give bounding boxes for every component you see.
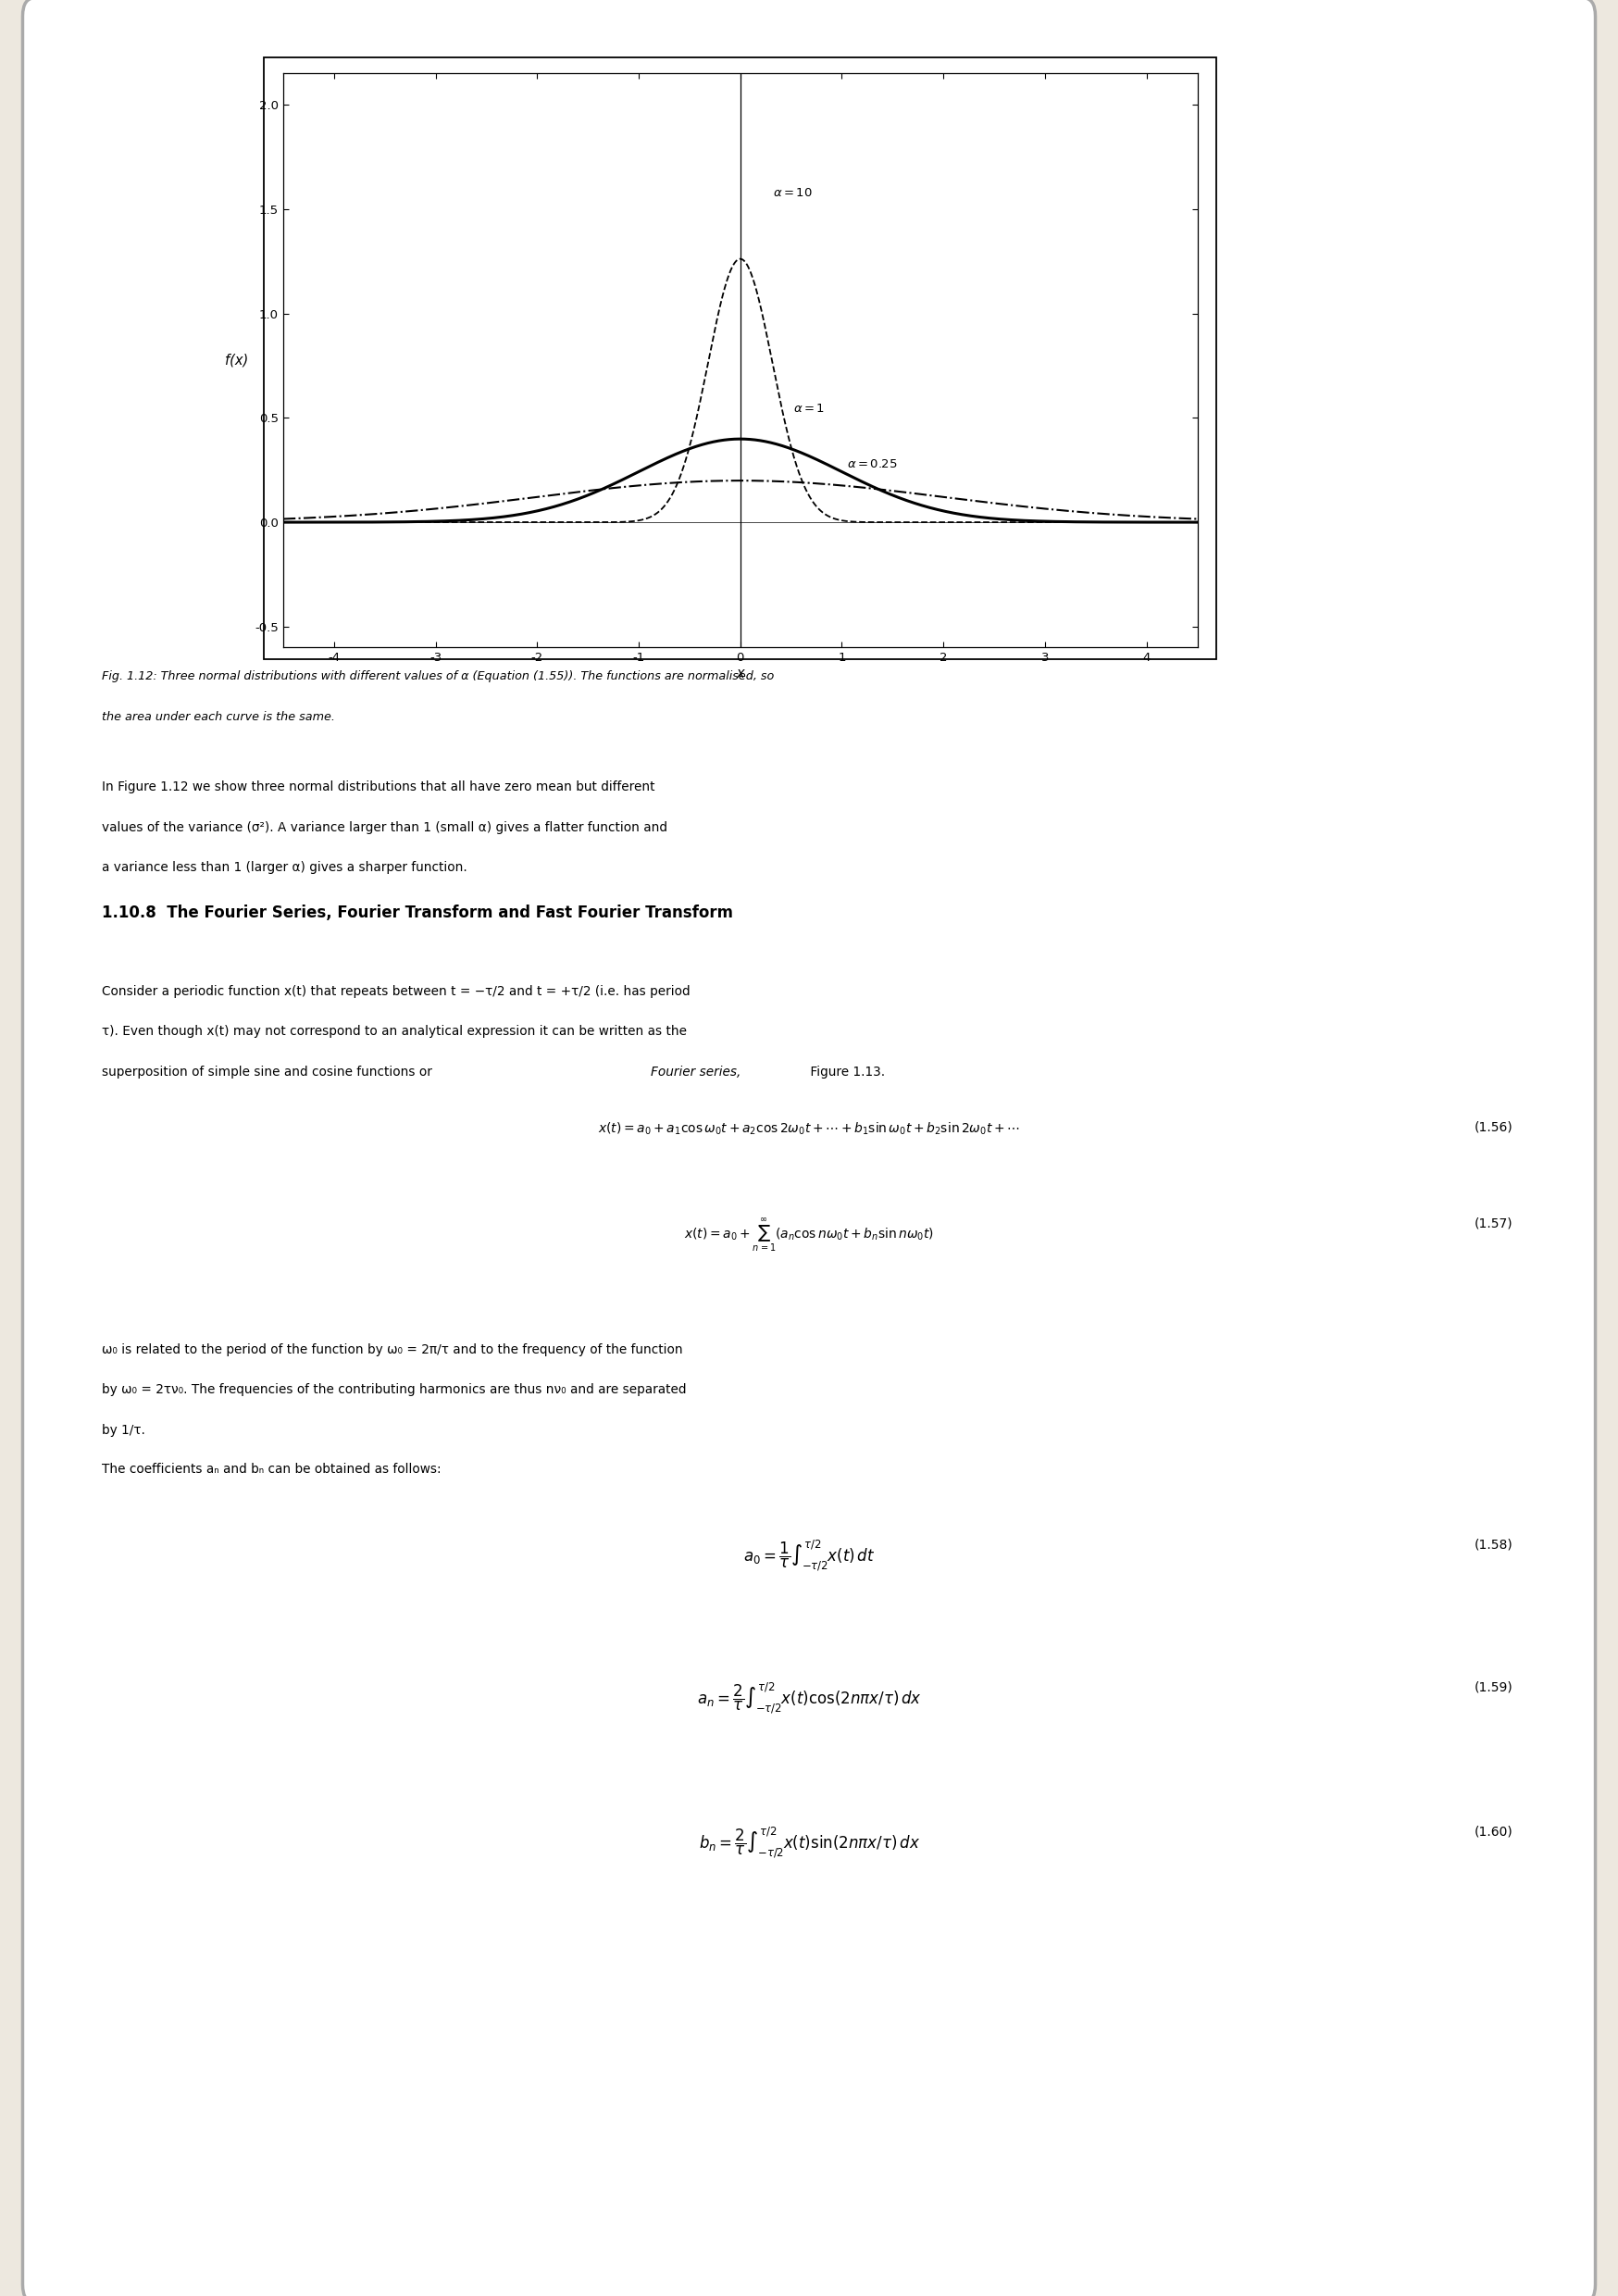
Text: In Figure 1.12 we show three normal distributions that all have zero mean but di: In Figure 1.12 we show three normal dist… bbox=[102, 781, 655, 794]
Text: $\alpha = 10$: $\alpha = 10$ bbox=[773, 188, 812, 200]
Text: (1.58): (1.58) bbox=[1474, 1538, 1513, 1552]
Y-axis label: f(x): f(x) bbox=[225, 354, 249, 367]
Text: a variance less than 1 (larger α) gives a sharper function.: a variance less than 1 (larger α) gives … bbox=[102, 861, 468, 875]
FancyBboxPatch shape bbox=[23, 0, 1595, 2296]
Text: τ). Even though x(t) may not correspond to an analytical expression it can be wr: τ). Even though x(t) may not correspond … bbox=[102, 1024, 688, 1038]
Text: (1.56): (1.56) bbox=[1474, 1120, 1513, 1134]
Text: $x(t) = a_0 + a_1\cos\omega_0 t + a_2\cos 2\omega_0 t + \cdots + b_1\sin\omega_0: $x(t) = a_0 + a_1\cos\omega_0 t + a_2\co… bbox=[599, 1120, 1019, 1137]
Text: $a_0 = \dfrac{1}{\tau}\int_{-\tau/2}^{\tau/2} x(t)\, dt$: $a_0 = \dfrac{1}{\tau}\int_{-\tau/2}^{\t… bbox=[743, 1538, 875, 1573]
Text: (1.60): (1.60) bbox=[1474, 1825, 1513, 1839]
Text: Consider a periodic function x(t) that repeats between t = −τ/2 and t = +τ/2 (i.: Consider a periodic function x(t) that r… bbox=[102, 985, 691, 999]
Text: Fourier series,: Fourier series, bbox=[650, 1065, 741, 1079]
Text: Fig. 1.12: Three normal distributions with different values of α (Equation (1.55: Fig. 1.12: Three normal distributions wi… bbox=[102, 670, 773, 682]
Text: values of the variance (σ²). A variance larger than 1 (small α) gives a flatter : values of the variance (σ²). A variance … bbox=[102, 820, 668, 833]
Text: (1.57): (1.57) bbox=[1474, 1217, 1513, 1231]
Text: 1.10.8  The Fourier Series, Fourier Transform and Fast Fourier Transform: 1.10.8 The Fourier Series, Fourier Trans… bbox=[102, 905, 733, 921]
Text: the area under each curve is the same.: the area under each curve is the same. bbox=[102, 712, 335, 723]
X-axis label: x: x bbox=[736, 666, 744, 680]
Text: $\alpha = 0.25$: $\alpha = 0.25$ bbox=[846, 459, 898, 471]
Text: Figure 1.13.: Figure 1.13. bbox=[806, 1065, 885, 1079]
Text: ω₀ is related to the period of the function by ω₀ = 2π/τ and to the frequency of: ω₀ is related to the period of the funct… bbox=[102, 1343, 683, 1357]
Text: $b_n = \dfrac{2}{\tau}\int_{-\tau/2}^{\tau/2} x(t)\sin(2n\pi x/\tau)\, dx$: $b_n = \dfrac{2}{\tau}\int_{-\tau/2}^{\t… bbox=[699, 1825, 919, 1860]
Text: (1.59): (1.59) bbox=[1474, 1681, 1513, 1694]
Text: $a_n = \dfrac{2}{\tau}\int_{-\tau/2}^{\tau/2} x(t)\cos(2n\pi x/\tau)\, dx$: $a_n = \dfrac{2}{\tau}\int_{-\tau/2}^{\t… bbox=[697, 1681, 921, 1715]
Text: by ω₀ = 2τν₀. The frequencies of the contributing harmonics are thus nν₀ and are: by ω₀ = 2τν₀. The frequencies of the con… bbox=[102, 1382, 686, 1396]
Text: $x(t) = a_0 + \sum_{n=1}^{\infty}(a_n\cos n\omega_0 t + b_n\sin n\omega_0 t)$: $x(t) = a_0 + \sum_{n=1}^{\infty}(a_n\co… bbox=[684, 1217, 934, 1254]
Text: The coefficients aₙ and bₙ can be obtained as follows:: The coefficients aₙ and bₙ can be obtain… bbox=[102, 1463, 442, 1476]
Text: $\alpha = 1$: $\alpha = 1$ bbox=[793, 402, 825, 413]
Text: superposition of simple sine and cosine functions or: superposition of simple sine and cosine … bbox=[102, 1065, 437, 1079]
Text: by 1/τ.: by 1/τ. bbox=[102, 1424, 146, 1437]
